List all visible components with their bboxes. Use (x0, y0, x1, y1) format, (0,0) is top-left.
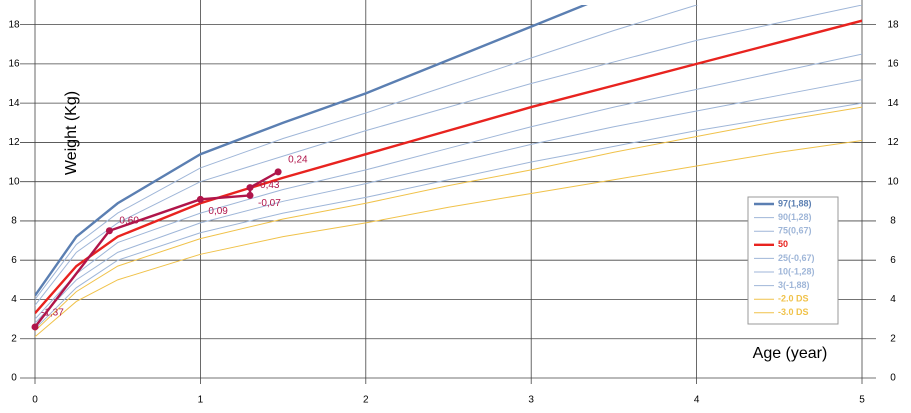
patient: -1,37 0,60 0,09 -0,07 0,43 0,24 (31, 155, 308, 331)
patient-point (274, 168, 282, 176)
x-tick-label: 2 (363, 395, 369, 406)
x-axis-label: Age (year) (753, 345, 828, 362)
x-tick-label: 4 (694, 395, 700, 406)
curve (35, 5, 699, 300)
z-label: 0,60 (119, 215, 139, 226)
legend: 97(1,88) 90(1,28) 75(0,67) 50 25(-0,67) 10(-1… (754, 198, 815, 317)
y-tick-label-right: 8 (890, 216, 896, 227)
curve (35, 79, 862, 324)
y-tick-label: 2 (11, 333, 17, 344)
y-tick-label-right: 10 (887, 176, 899, 187)
curve (35, 139, 862, 338)
legend-label: 10(-1,28) (778, 266, 815, 276)
curve (35, 53, 862, 320)
legend-label: -2.0 DS (778, 294, 809, 304)
curve (35, 106, 862, 332)
patient-point (105, 227, 113, 235)
legend-label: 97(1,88) (778, 198, 812, 208)
legend-label: 50 (778, 239, 788, 249)
y-tick-label: 14 (8, 98, 20, 109)
legend-label: 3(-1,88) (778, 280, 810, 290)
y-tick-label: 8 (11, 216, 17, 227)
y-tick-label-right: 16 (887, 59, 899, 70)
patient-line (34, 170, 279, 328)
y-tick-label-right: 0 (890, 373, 896, 384)
y-tick-label: 6 (11, 255, 17, 266)
x-tick-label: 0 (32, 395, 38, 406)
patient-point (246, 184, 254, 192)
z-label: 0,43 (260, 180, 280, 191)
curve (35, 5, 588, 297)
y-tick-label-right: 2 (890, 333, 896, 344)
curves (35, 5, 862, 338)
y-tick-label-right: 14 (887, 98, 899, 109)
y-tick-label: 12 (8, 137, 20, 148)
patient-point (196, 195, 204, 203)
y-tick-label: 0 (11, 373, 17, 384)
legend-label: -3.0 DS (778, 307, 809, 317)
curve (35, 19, 862, 315)
y-tick-label: 18 (8, 19, 20, 30)
curve (35, 102, 862, 330)
y-axis-label: Weight (Kg) (63, 91, 80, 175)
y-tick-label: 16 (8, 59, 20, 70)
y-tick-label-right: 18 (887, 19, 899, 30)
z-label: 0,24 (288, 155, 308, 166)
z-label: -1,37 (41, 308, 64, 319)
patient-point (31, 323, 39, 331)
y-tick-label-right: 12 (887, 137, 899, 148)
legend-label: 90(1,28) (778, 212, 812, 222)
y-tick-label: 4 (11, 294, 17, 305)
x-tick-label: 5 (859, 395, 865, 406)
legend-label: 75(0,67) (778, 226, 812, 236)
y-tick-label-right: 4 (890, 294, 896, 305)
x-tick-label: 3 (528, 395, 534, 406)
patient-point (246, 191, 254, 199)
y-tick-label: 10 (8, 176, 20, 187)
x-tick-label: 1 (198, 395, 204, 406)
z-label: -0,07 (258, 198, 281, 209)
legend-label: 25(-0,67) (778, 253, 815, 263)
legend-box (747, 196, 839, 325)
y-tick-label-right: 6 (890, 255, 896, 266)
z-label: 0,09 (208, 206, 228, 217)
